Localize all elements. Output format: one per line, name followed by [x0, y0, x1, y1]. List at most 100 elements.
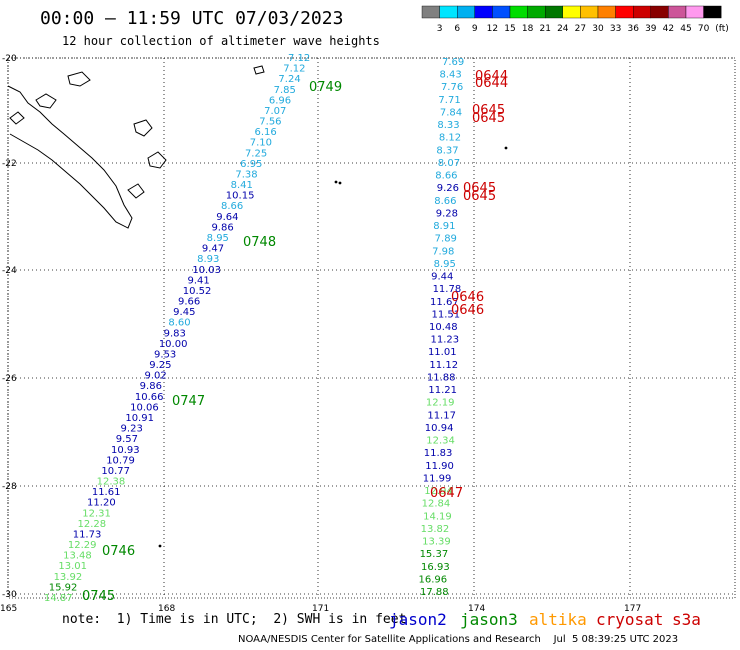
swh-value: 10.94	[425, 423, 454, 434]
colorbar-tick-label: 12	[487, 24, 498, 34]
legend-s3a: s3a	[672, 610, 701, 629]
swh-value: 9.26	[437, 183, 459, 194]
coastline-segment	[35, 93, 57, 109]
legend-jason3: jason3	[460, 610, 518, 629]
colorbar-swatch	[650, 5, 669, 19]
swh-value: 13.01	[58, 561, 87, 572]
pass-time-label: 0645	[472, 103, 505, 118]
colorbar-swatch	[685, 5, 704, 19]
swh-value: 12.28	[77, 519, 106, 530]
swh-value: 12.94	[424, 486, 453, 497]
swh-value: 12.38	[97, 477, 126, 488]
swh-value: 8.95	[207, 233, 229, 244]
lon-tick-label: 174	[468, 604, 485, 614]
axis-labels: -20 -22 -24 -26 -28 -30 165 168 171 174 177	[0, 54, 641, 614]
coastline-segment	[7, 85, 133, 229]
swh-value: 10.06	[130, 402, 159, 413]
coastline-segment	[127, 183, 145, 199]
colorbar-tick-label: 21	[539, 24, 550, 34]
legend-jason2: jason2	[389, 610, 447, 629]
colorbar-tick-label: 70	[698, 24, 710, 34]
swh-value: 7.84	[440, 107, 462, 118]
pass-time-label: 0748	[243, 235, 276, 250]
coastline-segment	[9, 111, 25, 125]
swh-value: 11.78	[433, 284, 462, 295]
colorbar-swatch	[633, 5, 652, 19]
colorbar-tick-label: 3	[437, 24, 443, 34]
swh-value: 16.96	[419, 574, 448, 585]
colorbar-tick-label: 15	[504, 24, 515, 34]
swh-value: 9.02	[144, 371, 166, 382]
swh-value: 9.66	[178, 297, 200, 308]
swh-value: 8.12	[439, 133, 461, 144]
swh-value: 7.38	[235, 169, 257, 180]
swh-value: 6.96	[269, 95, 291, 106]
swh-value: 6.95	[240, 159, 262, 170]
swh-value: 10.00	[159, 339, 188, 350]
island-dot	[338, 181, 342, 185]
pass-time-label: 0647	[430, 486, 463, 501]
colorbar-tick-label: 33	[610, 24, 621, 34]
lon-tick-label: 171	[312, 604, 329, 614]
swh-value: 9.41	[188, 275, 210, 286]
island-dot	[158, 544, 162, 548]
swh-value: 11.01	[428, 347, 457, 358]
swh-value: 8.37	[436, 145, 458, 156]
coastline-segment	[133, 119, 153, 137]
lon-tick-label: 168	[158, 604, 175, 614]
swh-value: 7.56	[259, 117, 281, 128]
colorbar-tick-label: 45	[680, 24, 691, 34]
swh-value: 12.84	[422, 499, 451, 510]
swh-value: 13.82	[421, 524, 450, 535]
colorbar-swatch	[527, 5, 546, 19]
swh-value: 13.39	[422, 537, 451, 548]
colorbar-tick-label: 39	[645, 24, 657, 34]
swh-value: 7.76	[441, 82, 463, 93]
swh-value: 11.20	[87, 498, 116, 509]
swh-value: 9.44	[431, 272, 453, 283]
swh-value: 12.34	[426, 436, 455, 447]
swh-value: 9.86	[140, 381, 162, 392]
swh-value: 7.12	[283, 64, 305, 75]
swh-value: 9.64	[216, 212, 238, 223]
swh-value: 17.88	[420, 587, 449, 598]
swh-value: 9.47	[202, 244, 224, 255]
swh-value: 10.91	[125, 413, 154, 424]
units-note: note: 1) Time is in UTC; 2) SWH is in fe…	[62, 612, 407, 627]
swh-value: 11.67	[430, 297, 459, 308]
swh-value: 8.91	[433, 221, 455, 232]
swh-value: 9.53	[154, 349, 176, 360]
swh-value: 8.66	[434, 196, 456, 207]
colorbar-unit-label: (ft)	[715, 24, 729, 34]
pass-time-label: 0644	[475, 69, 508, 84]
pass-time-label: 0749	[309, 80, 342, 95]
lat-tick-label: -20	[2, 54, 17, 64]
island-dot	[504, 146, 508, 150]
swh-value: 8.93	[197, 254, 219, 265]
pass-time-label: 0645	[463, 189, 496, 204]
swh-value: 11.17	[427, 410, 456, 421]
pass-time-label: 0646	[451, 290, 484, 305]
swh-value: 10.77	[101, 466, 130, 477]
colorbar-tick-label: 30	[592, 24, 604, 34]
colorbar-swatch	[580, 5, 599, 19]
swh-value: 11.51	[432, 309, 461, 320]
coastline-segment	[67, 71, 91, 87]
swh-value: 10.66	[135, 392, 164, 403]
colorbar-swatch	[439, 5, 458, 19]
swh-value: 8.41	[231, 180, 253, 191]
colorbar-swatch	[492, 5, 511, 19]
swh-value: 11.61	[92, 487, 121, 498]
colorbar-swatch	[509, 5, 528, 19]
pass-time-label: 0745	[82, 589, 115, 604]
swh-value: 16.93	[421, 562, 450, 573]
swh-value: 7.98	[432, 246, 454, 257]
swh-value: 13.48	[63, 551, 92, 562]
island-dot	[334, 180, 338, 184]
lon-tick-label: 165	[0, 604, 17, 614]
swh-value: 8.66	[435, 171, 457, 182]
swh-value: 11.12	[429, 360, 458, 371]
colorbar-swatch	[421, 5, 440, 19]
